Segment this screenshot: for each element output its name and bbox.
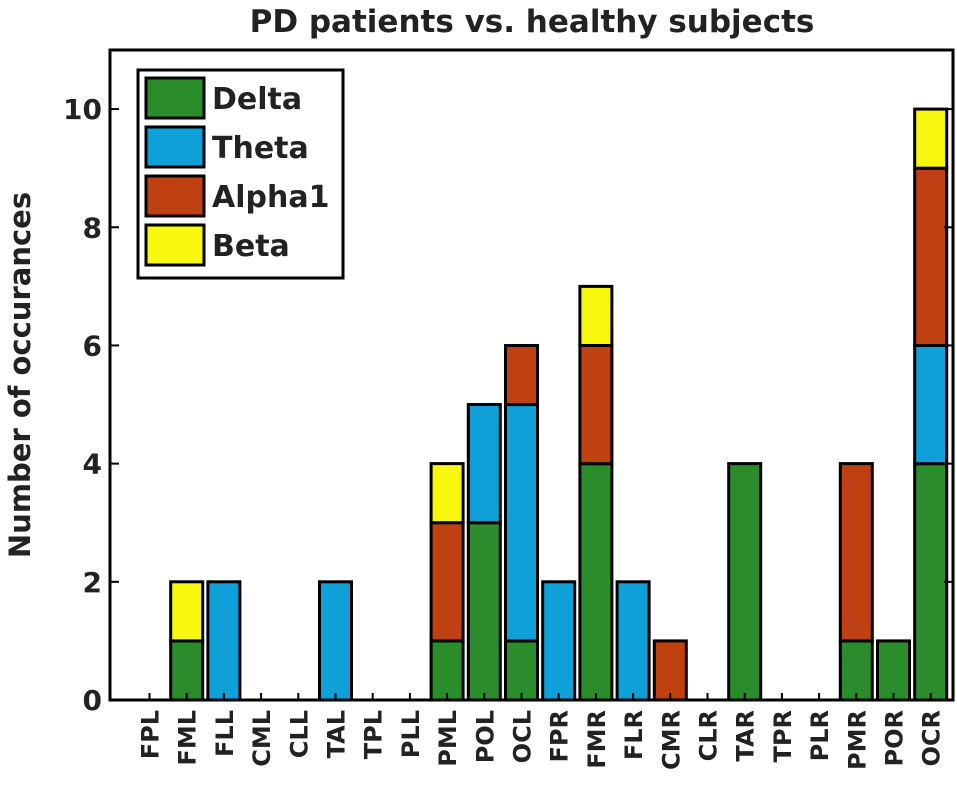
x-tick-label-clr: CLR xyxy=(695,710,723,761)
bar-ocl-delta xyxy=(504,639,539,702)
x-tick-label-por: POR xyxy=(881,710,909,766)
x-tick-label-flr: FLR xyxy=(620,710,648,760)
bar-tar-delta xyxy=(727,462,763,702)
y-axis-label: Number of occurances xyxy=(3,192,37,558)
legend-swatch-alpha1 xyxy=(144,174,206,218)
y-tick-label: 4 xyxy=(83,448,102,481)
x-axis-ticks: FPL FML FLL CML CLL TAL TPL PLL PML POL OCL FPR FMR F… xyxy=(137,693,946,770)
x-tick-label-pll: PLL xyxy=(397,710,425,758)
bar-fml-beta xyxy=(169,580,205,643)
legend-label-beta: Beta xyxy=(212,229,290,264)
bar-pml-beta xyxy=(429,462,465,525)
plot-frame xyxy=(108,48,955,702)
bar-ocr-beta xyxy=(913,107,949,170)
bar-fml-delta xyxy=(169,639,205,702)
x-tick-label-fmr: FMR xyxy=(583,710,611,769)
x-tick-label-cll: CLL xyxy=(285,710,313,758)
legend: Delta Theta Alpha1 Beta xyxy=(136,68,345,280)
x-tick-label-fml: FML xyxy=(174,710,202,766)
bar-por-delta xyxy=(876,639,911,702)
bar-fpr-theta xyxy=(541,580,577,702)
x-tick-label-fpr: FPR xyxy=(546,710,574,762)
x-tick-label-pmr: PMR xyxy=(843,710,871,770)
x-tick-label-pol: POL xyxy=(471,710,499,763)
y-tick-label: 8 xyxy=(83,211,102,244)
bar-fmr-delta xyxy=(578,462,614,702)
bar-pml-delta xyxy=(429,639,465,702)
x-tick-label-fll: FLL xyxy=(211,710,239,757)
x-tick-label-fpl: FPL xyxy=(137,710,165,759)
bar-pol-delta xyxy=(466,521,502,702)
x-tick-label-tal: TAL xyxy=(323,710,351,758)
legend-label-delta: Delta xyxy=(212,82,302,117)
x-tick-label-pml: PML xyxy=(434,710,462,767)
bar-cmr-alpha1 xyxy=(652,639,688,702)
x-tick-label-ocl: OCL xyxy=(509,710,537,763)
legend-swatch-theta xyxy=(144,125,206,169)
bar-pmr-alpha1 xyxy=(838,462,874,643)
bars-layer xyxy=(169,107,949,702)
bar-flr-theta xyxy=(615,580,651,702)
y-tick-label: 10 xyxy=(63,93,102,126)
bar-ocr-delta xyxy=(913,462,949,702)
y-tick-label: 6 xyxy=(83,329,102,362)
bar-pol-theta xyxy=(466,403,502,525)
legend-swatch-beta xyxy=(144,223,206,267)
legend-label-alpha1: Alpha1 xyxy=(212,180,329,215)
bar-ocl-theta xyxy=(504,403,539,643)
x-tick-label-cml: CML xyxy=(248,710,276,767)
bar-tal-theta xyxy=(318,580,353,702)
x-tick-label-ocr: OCR xyxy=(918,710,946,767)
bar-ocl-alpha1 xyxy=(504,344,539,407)
bar-fmr-beta xyxy=(578,284,614,347)
x-tick-label-plr: PLR xyxy=(806,710,834,761)
x-tick-label-tar: TAR xyxy=(732,710,760,762)
bar-fll-theta xyxy=(206,580,242,702)
bar-ocr-alpha1 xyxy=(913,166,949,347)
x-tick-label-cmr: CMR xyxy=(657,710,685,770)
bar-pmr-delta xyxy=(838,639,874,702)
x-tick-label-tpr: TPR xyxy=(769,710,797,762)
y-axis-ticks: 0 2 4 6 8 10 xyxy=(63,93,953,717)
y-tick-label: 2 xyxy=(83,566,102,599)
legend-swatch-delta xyxy=(144,76,206,120)
chart-title: PD patients vs. healthy subjects xyxy=(250,4,815,40)
legend-label-theta: Theta xyxy=(212,131,309,166)
y-tick-label: 0 xyxy=(83,684,102,717)
bar-ocr-theta xyxy=(913,344,949,466)
bar-pml-alpha1 xyxy=(429,521,465,643)
x-tick-label-tpl: TPL xyxy=(360,710,388,759)
bar-fmr-alpha1 xyxy=(578,344,614,466)
